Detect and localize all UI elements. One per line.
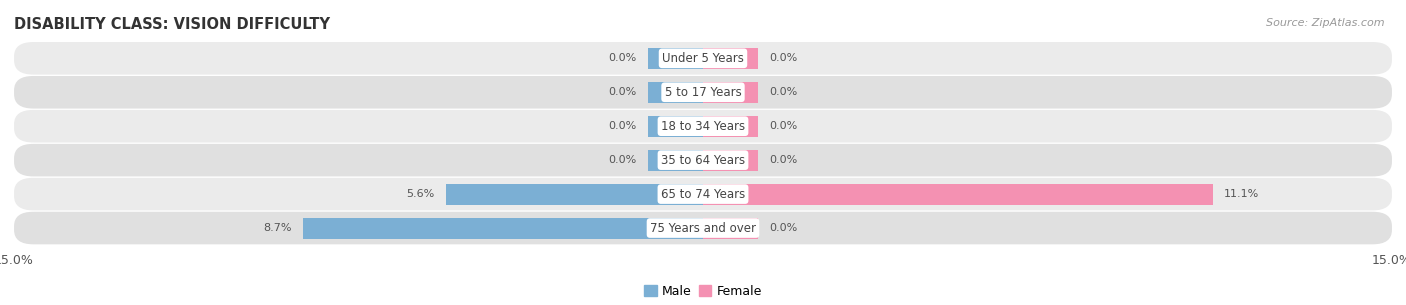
FancyBboxPatch shape — [14, 42, 1392, 75]
Text: 5.6%: 5.6% — [406, 189, 434, 199]
Bar — [703, 82, 758, 103]
Text: 0.0%: 0.0% — [609, 155, 637, 165]
FancyBboxPatch shape — [14, 144, 1392, 176]
Bar — [703, 184, 1213, 205]
FancyBboxPatch shape — [14, 110, 1392, 142]
Text: 75 Years and over: 75 Years and over — [650, 221, 756, 235]
Text: 0.0%: 0.0% — [609, 87, 637, 97]
Text: 5 to 17 Years: 5 to 17 Years — [665, 86, 741, 99]
Text: 0.0%: 0.0% — [769, 121, 797, 131]
Bar — [648, 82, 703, 103]
Text: DISABILITY CLASS: VISION DIFFICULTY: DISABILITY CLASS: VISION DIFFICULTY — [14, 16, 330, 31]
Bar — [703, 150, 758, 171]
Bar — [446, 184, 703, 205]
FancyBboxPatch shape — [14, 76, 1392, 109]
Text: 0.0%: 0.0% — [609, 53, 637, 63]
Bar — [703, 116, 758, 137]
Text: 11.1%: 11.1% — [1225, 189, 1260, 199]
Bar — [648, 150, 703, 171]
Text: 0.0%: 0.0% — [769, 223, 797, 233]
FancyBboxPatch shape — [14, 212, 1392, 244]
Text: 8.7%: 8.7% — [263, 223, 292, 233]
Text: 35 to 64 Years: 35 to 64 Years — [661, 154, 745, 167]
Text: 18 to 34 Years: 18 to 34 Years — [661, 120, 745, 133]
Text: Source: ZipAtlas.com: Source: ZipAtlas.com — [1267, 18, 1385, 28]
Text: 0.0%: 0.0% — [769, 87, 797, 97]
Text: 0.0%: 0.0% — [609, 121, 637, 131]
Bar — [703, 48, 758, 69]
Text: Under 5 Years: Under 5 Years — [662, 52, 744, 65]
Legend: Male, Female: Male, Female — [640, 280, 766, 303]
Text: 65 to 74 Years: 65 to 74 Years — [661, 188, 745, 201]
Bar — [648, 48, 703, 69]
Text: 0.0%: 0.0% — [769, 53, 797, 63]
Text: 0.0%: 0.0% — [769, 155, 797, 165]
FancyBboxPatch shape — [14, 178, 1392, 210]
Bar — [703, 217, 758, 239]
Bar — [304, 217, 703, 239]
Bar — [648, 116, 703, 137]
